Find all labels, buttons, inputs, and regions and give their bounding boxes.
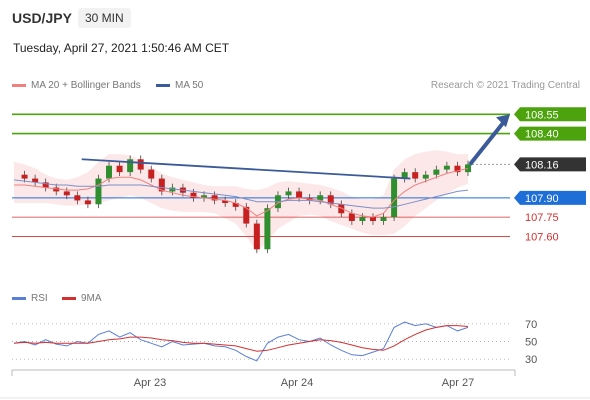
projection-arrow-head xyxy=(496,114,510,128)
x-tick-label: Apr 27 xyxy=(442,377,474,389)
ma20-swatch xyxy=(12,84,26,87)
projection-arrow-shaft xyxy=(468,118,508,166)
legend-ma50: MA 50 xyxy=(156,80,203,91)
candle-body xyxy=(401,172,408,179)
candle-body xyxy=(348,213,355,221)
candle-body xyxy=(21,174,28,179)
candle-body xyxy=(95,178,102,205)
candle-body xyxy=(327,195,334,205)
candle-body xyxy=(412,172,419,179)
candle-body xyxy=(190,192,197,198)
candle-body xyxy=(232,203,239,207)
candle-body xyxy=(222,200,229,203)
x-tick-label: Apr 24 xyxy=(281,377,313,389)
level-label-108.16: 108.16 xyxy=(525,159,559,171)
candle-body xyxy=(391,178,398,218)
candle-body xyxy=(63,191,70,196)
trendline xyxy=(81,158,411,180)
x-tick-label: Apr 23 xyxy=(134,377,166,389)
candle-body xyxy=(137,159,144,170)
candle-body xyxy=(127,159,134,173)
level-tag-108.40 xyxy=(514,126,586,141)
level-tag-108.55 xyxy=(514,107,586,122)
rsi-line xyxy=(13,321,469,362)
legend-ma20-label: MA 20 + Bollinger Bands xyxy=(31,80,141,91)
legend-ma50-label: MA 50 xyxy=(175,80,204,91)
legend-9ma: 9MA xyxy=(62,293,102,304)
candle-body xyxy=(42,182,49,188)
legend-rsi: RSI xyxy=(12,293,48,304)
candle-body xyxy=(338,204,345,214)
candle-body xyxy=(53,187,60,192)
candle-body xyxy=(359,217,366,221)
candle-body xyxy=(264,208,271,250)
candle-body xyxy=(380,217,387,221)
level-label-108.40: 108.40 xyxy=(525,129,559,141)
rsi-level-label-30: 30 xyxy=(525,354,537,366)
candle-body xyxy=(317,195,324,201)
candle-body xyxy=(169,187,176,192)
ma9-swatch xyxy=(62,297,76,300)
candle-body xyxy=(32,178,39,183)
level-label-107.60: 107.60 xyxy=(525,231,559,243)
rsi-level-label-50: 50 xyxy=(525,337,537,349)
timestamp: Tuesday, April 27, 2021 1:50:46 AM CET xyxy=(13,41,230,55)
candle-body xyxy=(433,169,440,175)
credit-text: Research © 2021 Trading Central xyxy=(430,80,580,91)
candle-body xyxy=(116,165,123,173)
rsi-swatch xyxy=(12,297,26,300)
candle-body xyxy=(158,178,165,192)
legend-ma20: MA 20 + Bollinger Bands xyxy=(12,80,141,91)
candle-body xyxy=(74,195,81,201)
level-tag-108.16 xyxy=(514,157,586,172)
ma50-line xyxy=(13,179,469,209)
candle-body xyxy=(454,165,461,173)
legend-9ma-label: 9MA xyxy=(81,293,102,304)
bollinger-band xyxy=(14,150,468,252)
candle-body xyxy=(201,195,208,198)
ma50-swatch xyxy=(156,84,170,87)
candle-body xyxy=(296,191,303,198)
candle-body xyxy=(211,195,218,201)
candle-body xyxy=(106,165,113,179)
level-label-107.75: 107.75 xyxy=(525,212,559,224)
symbol-title: USD/JPY xyxy=(12,10,72,26)
candle-body xyxy=(443,165,450,170)
level-label-108.55: 108.55 xyxy=(525,109,559,121)
candle-body xyxy=(465,164,471,173)
legend-rsi-label: RSI xyxy=(31,293,48,304)
level-tag-107.90 xyxy=(514,190,586,205)
ma20-line xyxy=(14,167,469,218)
candle-body xyxy=(243,206,250,224)
rsi-ma9-line xyxy=(13,325,469,352)
candle-body xyxy=(285,191,292,196)
level-label-107.90: 107.90 xyxy=(525,193,559,205)
timeframe-badge[interactable]: 30 MIN xyxy=(78,8,131,28)
candle-body xyxy=(84,200,91,205)
candle-body xyxy=(148,169,155,179)
candle-body xyxy=(422,174,429,179)
rsi-level-label-70: 70 xyxy=(525,319,537,331)
candle-body xyxy=(253,223,260,250)
candle-body xyxy=(369,217,376,221)
